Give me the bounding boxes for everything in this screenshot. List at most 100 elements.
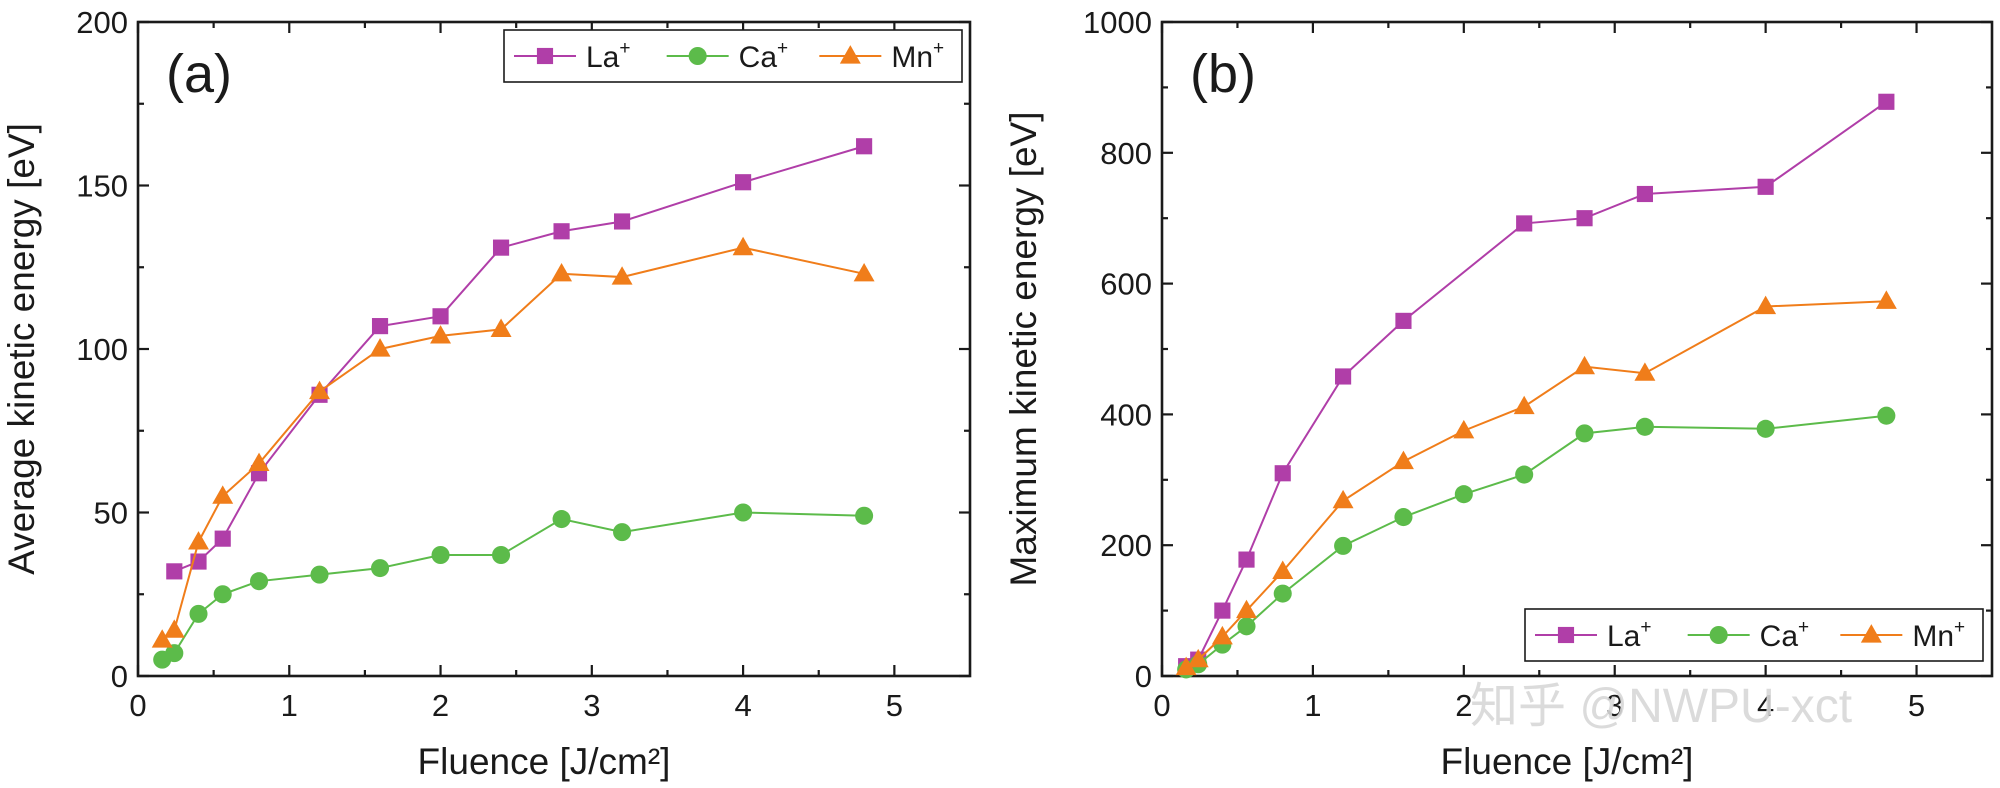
data-point-ca <box>1237 617 1256 636</box>
data-point-mn <box>1392 450 1414 470</box>
legend-label: La+ <box>1607 617 1651 653</box>
x-tick-label: 1 <box>281 688 298 723</box>
data-point-la <box>1878 93 1895 110</box>
data-point-mn <box>1453 419 1475 439</box>
y-tick-label: 400 <box>1100 397 1152 432</box>
y-tick-label: 600 <box>1100 267 1152 302</box>
data-point-mn <box>551 262 573 282</box>
legend-label-text: Mn <box>891 41 933 74</box>
data-point-ca <box>165 644 184 663</box>
data-point-la <box>1335 368 1352 385</box>
data-point-la <box>735 174 752 191</box>
data-point-ca <box>1877 406 1896 425</box>
y-tick-label: 50 <box>94 496 128 531</box>
legend-label: Ca+ <box>739 38 788 74</box>
data-point-ca <box>1756 419 1775 438</box>
data-point-ca <box>734 503 753 522</box>
data-point-mn <box>732 236 754 256</box>
data-point-la <box>1757 178 1774 195</box>
data-point-mn <box>163 619 185 638</box>
legend-entry-la: La+ <box>514 38 630 74</box>
y-tick-label: 150 <box>76 169 128 204</box>
data-point-la <box>214 530 231 547</box>
panel-b: 0 1 2 3 4 5 0 200 400 600 800 1000 Fluence [J/cm²] Ma… <box>1003 5 1994 782</box>
data-point-mn <box>1272 560 1294 579</box>
series-ca <box>153 503 874 669</box>
legend-box <box>503 29 963 83</box>
series-line-la <box>173 145 865 573</box>
data-point-ca <box>1635 417 1654 436</box>
data-point-ca <box>213 585 232 604</box>
x-axis-label: Fluence [J/cm²] <box>1441 741 1694 782</box>
panel-label: (b) <box>1190 44 1256 104</box>
legend-label: Mn+ <box>1912 617 1965 653</box>
x-tick-label: 4 <box>734 688 751 723</box>
y-tick-label: 1000 <box>1083 5 1152 40</box>
legend-entry-ca: Ca+ <box>666 38 788 74</box>
legend-entry-mn: Mn+ <box>819 38 944 74</box>
data-point-la <box>856 138 873 155</box>
x-tick-label: 0 <box>129 688 146 723</box>
legend-marker <box>1709 625 1728 645</box>
data-point-ca <box>310 565 329 584</box>
data-point-ca <box>1515 465 1534 484</box>
legend-label-superscript: + <box>1954 617 1965 638</box>
data-point-ca <box>371 559 390 578</box>
legend-marker <box>1860 624 1882 643</box>
y-tick-label: 200 <box>1100 528 1152 563</box>
x-tick-label: 1 <box>1304 688 1321 723</box>
legend-label-superscript: + <box>1640 617 1651 638</box>
watermark: 知乎 @NWPU-xct <box>1470 680 1852 733</box>
data-point-mn <box>188 531 209 550</box>
data-point-mn <box>490 318 512 337</box>
data-point-ca <box>1454 485 1473 504</box>
data-point-la <box>553 223 570 240</box>
data-point-ca <box>1575 424 1594 443</box>
y-tick-label: 200 <box>76 5 128 40</box>
legend-label-text: Mn <box>1912 620 1954 653</box>
data-point-mn <box>1236 599 1257 619</box>
data-point-la <box>613 213 631 230</box>
data-point-mn <box>151 629 173 648</box>
series-line-ca <box>161 511 865 661</box>
legend-label: La+ <box>586 38 630 74</box>
data-point-la <box>432 308 449 325</box>
x-tick-label: 0 <box>1153 688 1170 723</box>
data-point-ca <box>552 510 571 529</box>
data-point-la <box>1238 551 1255 568</box>
data-point-la <box>492 239 510 256</box>
legend-label: Mn+ <box>891 38 944 74</box>
data-point-ca <box>613 523 632 542</box>
legend-marker <box>1557 626 1575 644</box>
data-point-la <box>1636 185 1653 203</box>
x-axis-label: Fluence [J/cm²] <box>418 741 671 782</box>
x-tick-label: 2 <box>432 688 449 723</box>
data-point-mn <box>1755 295 1777 315</box>
y-axis-label: Average kinetic energy [eV] <box>1 123 42 575</box>
x-tick-label: 5 <box>886 688 903 723</box>
data-point-la <box>1214 602 1231 619</box>
legend: La+ Ca+ Mn+ <box>503 29 963 83</box>
series-line-la <box>1185 100 1887 668</box>
data-point-la <box>166 563 183 580</box>
data-point-ca <box>249 572 269 591</box>
data-point-ca <box>1394 508 1413 527</box>
legend-label-superscript: + <box>619 38 630 59</box>
data-point-mn <box>369 338 391 357</box>
legend-box <box>1524 608 1984 662</box>
data-point-mn <box>1187 648 1209 668</box>
legend-label-text: La <box>586 41 620 74</box>
data-point-ca <box>855 506 874 525</box>
legend-label-superscript: + <box>777 38 788 59</box>
panel-label: (a) <box>166 44 232 104</box>
legend-label-text: Ca <box>1760 620 1799 653</box>
series-mn <box>151 236 875 648</box>
data-point-mn <box>1574 355 1596 375</box>
data-point-la <box>1516 215 1533 232</box>
legend-label-text: La <box>1607 620 1641 653</box>
data-point-mn <box>1513 395 1535 415</box>
data-point-mn <box>611 266 633 285</box>
data-point-mn <box>248 452 270 472</box>
